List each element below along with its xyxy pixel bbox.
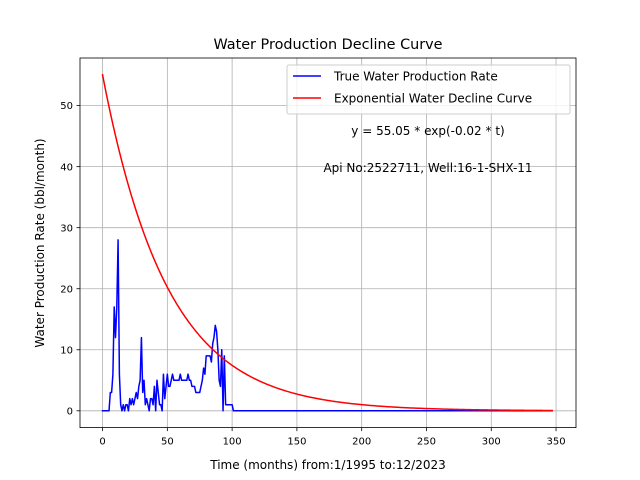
- y-tick-label: 0: [67, 406, 73, 417]
- grid-lines: [80, 58, 576, 428]
- axes-frame: [79, 57, 577, 429]
- x-axis-label: Time (months) from:1/1995 to:12/2023: [209, 458, 446, 472]
- y-axis-label: Water Production Rate (bbl/month): [33, 138, 47, 347]
- y-tick-label: 10: [60, 345, 73, 356]
- y-tick-label: 50: [60, 101, 73, 112]
- x-tick-label: 0: [99, 437, 105, 448]
- x-tick-label: 300: [482, 437, 501, 448]
- x-axis-ticks: 0 50 100 150 200 250 300 350: [99, 427, 566, 448]
- legend-label-exponential-water-decline-curve: Exponential Water Decline Curve: [334, 92, 532, 106]
- x-tick-label: 350: [546, 437, 565, 448]
- legend-label-true-water-production-rate: True Water Production Rate: [333, 70, 498, 84]
- equation-annotation: y = 55.05 * exp(-0.02 * t): [351, 124, 504, 138]
- legend-frame: [286, 64, 571, 115]
- x-tick-label: 100: [223, 437, 242, 448]
- x-tick-label: 150: [287, 437, 306, 448]
- x-tick-label: 200: [352, 437, 371, 448]
- series-line-true-water-production-rate: [101, 239, 553, 412]
- y-tick-label: 30: [60, 223, 73, 234]
- series-line-exponential-water-decline-curve: [101, 73, 553, 412]
- x-tick-label: 250: [417, 437, 436, 448]
- y-tick-label: 20: [60, 284, 73, 295]
- y-axis-ticks: 0 10 20 30 40 50: [60, 101, 80, 417]
- plot-area: [80, 58, 576, 428]
- y-tick-label: 40: [60, 162, 73, 173]
- chart-title: Water Production Decline Curve: [213, 37, 442, 53]
- plot-clip: [101, 73, 553, 412]
- well-annotation: Api No:2522711, Well:16-1-SHX-11: [323, 161, 532, 175]
- legend: True Water Production Rate Exponential W…: [286, 64, 571, 115]
- x-tick-label: 50: [161, 437, 174, 448]
